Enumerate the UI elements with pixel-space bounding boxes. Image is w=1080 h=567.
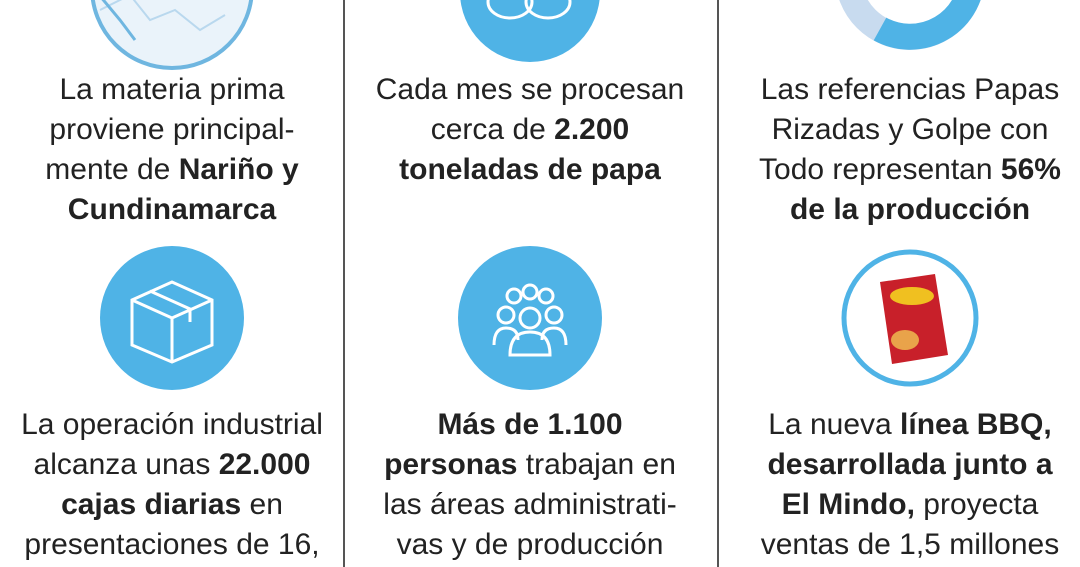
text: Cada mes se procesan xyxy=(375,73,685,106)
fact-text: Las referencias Papas Rizadas y Golpe con… xyxy=(730,70,1080,230)
potato-icon xyxy=(460,0,600,62)
text-line: vas y de producción xyxy=(350,525,710,565)
text: en xyxy=(241,488,283,521)
bold-text: Más de 1.100 xyxy=(437,408,623,441)
text: La materia prima xyxy=(59,73,285,106)
text: vas y de producción xyxy=(396,528,664,561)
bold-text: Nariño y xyxy=(178,153,299,186)
bold-text: de la producción xyxy=(789,193,1031,226)
text-line: toneladas de papa xyxy=(350,150,710,190)
bold-text: desarrollada junto a xyxy=(767,448,1053,481)
text-line: desarrollada junto a xyxy=(730,445,1080,485)
people-icon xyxy=(458,246,602,390)
bold-text: línea BBQ, xyxy=(900,408,1052,441)
text-line: Más de 1.100 xyxy=(350,405,710,445)
text: Las referencias Papas xyxy=(760,73,1060,106)
text-line: alcanza unas 22.000 xyxy=(0,445,352,485)
text-line: El Mindo, proyecta xyxy=(730,485,1080,525)
text: proviene principal- xyxy=(49,113,295,146)
text-line: Cundinamarca xyxy=(0,190,352,230)
text-line: La nueva línea BBQ, xyxy=(730,405,1080,445)
text-line: Cada mes se procesan xyxy=(350,70,710,110)
text-line: Rizadas y Golpe con xyxy=(730,110,1080,150)
text: mente de xyxy=(45,153,179,186)
text-line: Todo representan 56% xyxy=(730,150,1080,190)
bold-text: El Mindo, xyxy=(781,488,915,521)
text: ventas de 1,5 millones xyxy=(760,528,1060,561)
text-line: cerca de 2.200 xyxy=(350,110,710,150)
fact-text: Cada mes se procesan cerca de 2.200 tonela… xyxy=(350,70,710,190)
product-icon xyxy=(841,249,979,387)
map-icon xyxy=(90,0,254,70)
bold-text: personas xyxy=(384,448,518,481)
text: Rizadas y Golpe con xyxy=(771,113,1049,146)
text: trabajan en xyxy=(517,448,676,481)
bold-text: 22.000 xyxy=(218,448,311,481)
text-line: personas trabajan en xyxy=(350,445,710,485)
text-line: proviene principal- xyxy=(0,110,352,150)
text-line: de la producción xyxy=(730,190,1080,230)
text-line: mente de Nariño y xyxy=(0,150,352,190)
text-line: ventas de 1,5 millones xyxy=(730,525,1080,565)
text: presentaciones de 16, xyxy=(24,528,320,561)
text: Todo representan xyxy=(759,153,1001,186)
text: cerca de xyxy=(430,113,555,146)
text-line: La operación industrial xyxy=(0,405,352,445)
bold-text: 2.200 xyxy=(554,113,630,146)
text: La operación industrial xyxy=(21,408,323,441)
text-line: La materia prima xyxy=(0,70,352,110)
bold-text: 56% xyxy=(1000,153,1061,186)
text-line: cajas diarias en xyxy=(0,485,352,525)
bold-text: cajas diarias xyxy=(61,488,242,521)
bold-text: toneladas de papa xyxy=(399,153,661,186)
fact-text: Más de 1.100 personas trabajan en las área… xyxy=(350,405,710,565)
bold-text: Cundinamarca xyxy=(67,193,277,226)
text: proyecta xyxy=(914,488,1039,521)
box-icon xyxy=(100,246,244,390)
text-line: presentaciones de 16, xyxy=(0,525,352,565)
fact-text: La operación industrial alcanza unas 22.0… xyxy=(0,405,352,565)
text: las áreas administrati- xyxy=(383,488,677,521)
donut-icon xyxy=(839,0,981,50)
text: alcanza unas xyxy=(33,448,219,481)
text: La nueva xyxy=(768,408,901,441)
text-line: las áreas administrati- xyxy=(350,485,710,525)
fact-text: La materia prima proviene principal-mente… xyxy=(0,70,352,230)
text-line: Las referencias Papas xyxy=(730,70,1080,110)
